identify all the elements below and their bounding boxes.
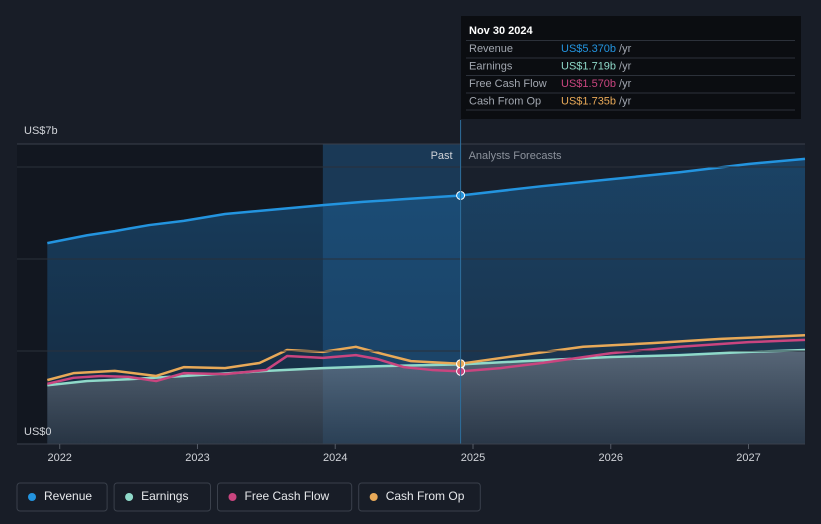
- x-tick-label: 2026: [599, 452, 623, 464]
- tooltip-value: US$1.719b/yr: [561, 60, 632, 72]
- series-line: [47, 338, 806, 386]
- tooltip-value: US$1.570b/yr: [561, 78, 632, 90]
- tooltip-number: US$1.570b: [561, 78, 616, 90]
- x-tick-label: 2025: [461, 452, 485, 464]
- x-tick-label: 2022: [47, 452, 71, 464]
- x-tick-label: 2023: [185, 452, 209, 464]
- legend-swatch: [125, 493, 134, 501]
- tooltip-label: Cash From Op: [469, 95, 541, 107]
- tooltip-number: US$5.370b: [561, 43, 616, 55]
- y-tick-label: US$0: [24, 426, 52, 438]
- series-line: [46, 333, 806, 382]
- annotation: Past: [431, 150, 453, 162]
- legend-label: Revenue: [44, 489, 92, 503]
- legend-box[interactable]: [358, 482, 481, 512]
- legend-item[interactable]: Free Cash Flow: [217, 482, 353, 512]
- plot: [46, 144, 806, 444]
- annotation: Analysts Forecasts: [469, 150, 562, 162]
- tooltip-unit: /yr: [619, 60, 632, 72]
- tooltip-value: US$1.735b/yr: [561, 95, 632, 107]
- tooltip-label: Revenue: [469, 43, 513, 55]
- legend-box[interactable]: [16, 482, 108, 512]
- x-tick-label: 2024: [323, 452, 347, 464]
- tooltip-unit: /yr: [619, 43, 632, 55]
- series-line: [47, 348, 806, 387]
- legend-item[interactable]: Earnings: [113, 482, 211, 512]
- tooltip-value: US$5.370b/yr: [561, 43, 632, 55]
- y-tick-label: US$7b: [24, 125, 58, 137]
- tooltip-label: Free Cash Flow: [469, 78, 547, 90]
- tooltip-unit: /yr: [619, 95, 632, 107]
- tooltip-label: Earnings: [469, 60, 513, 72]
- tooltip-unit: /yr: [619, 78, 632, 90]
- legend-box[interactable]: [113, 482, 211, 512]
- legend-box[interactable]: [217, 482, 353, 512]
- legend-item[interactable]: Cash From Op: [358, 482, 481, 512]
- legend-swatch: [28, 493, 36, 501]
- legend-item[interactable]: Revenue: [16, 482, 108, 512]
- tooltip-number: US$1.735b: [561, 95, 616, 107]
- x-tick-label: 2027: [736, 452, 760, 464]
- legend-label: Free Cash Flow: [245, 489, 330, 503]
- series-line: [47, 157, 806, 245]
- tooltip-number: US$1.719b: [561, 60, 616, 72]
- legend-swatch: [369, 493, 378, 501]
- tooltip-box: [461, 16, 801, 119]
- tooltip-date: Nov 30 2024: [469, 25, 533, 37]
- legend-label: Cash From Op: [386, 489, 465, 503]
- legend-label: Earnings: [141, 489, 188, 503]
- legend-swatch: [228, 493, 237, 501]
